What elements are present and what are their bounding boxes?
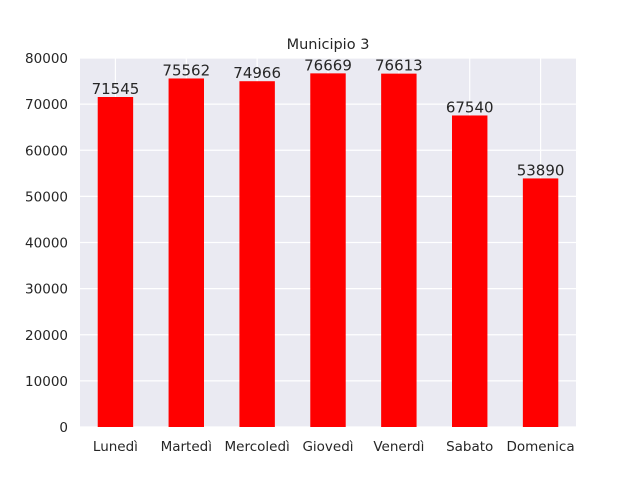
data-label-2: 74966 xyxy=(233,64,281,82)
data-label-6: 53890 xyxy=(517,161,565,179)
x-tick-label-2: Mercoledì xyxy=(225,439,290,455)
y-tick-label-4: 40000 xyxy=(25,236,68,252)
y-tick-label-0: 0 xyxy=(59,420,68,436)
x-tick-label-3: Giovedì xyxy=(302,439,353,455)
bar-3 xyxy=(310,73,346,428)
bar-6 xyxy=(522,178,559,427)
bar-2 xyxy=(239,81,275,427)
data-label-4: 76613 xyxy=(375,57,423,75)
data-labels: 71545 75562 74966 76669 76613 67540 53890 xyxy=(92,56,565,179)
x-tick-label-4: Venerdì xyxy=(373,439,424,455)
y-tick-label-7: 70000 xyxy=(25,97,68,113)
data-label-1: 75562 xyxy=(162,61,210,79)
chart-title: Municipio 3 xyxy=(287,37,370,53)
y-tick-label-8: 80000 xyxy=(25,51,68,67)
x-tick-label-6: Domenica xyxy=(507,439,575,455)
x-tick-label-5: Sabato xyxy=(446,439,493,455)
y-tick-label-2: 20000 xyxy=(25,328,68,344)
data-label-3: 76669 xyxy=(304,56,352,74)
y-tick-label-1: 10000 xyxy=(25,374,68,390)
y-tick-label-6: 60000 xyxy=(25,143,68,159)
bar-4 xyxy=(381,73,417,428)
x-tick-label-0: Lunedì xyxy=(93,439,138,455)
y-tick-label-3: 30000 xyxy=(25,282,68,298)
data-label-5: 67540 xyxy=(446,98,494,116)
x-axis-ticks: Lunedì Martedì Mercoledì Giovedì Venerdì Saba… xyxy=(93,439,575,455)
y-tick-label-5: 50000 xyxy=(25,189,68,205)
bar-5 xyxy=(452,115,488,428)
bar-0 xyxy=(97,96,134,427)
bars xyxy=(97,73,559,428)
x-tick-label-1: Martedì xyxy=(161,439,212,455)
y-axis-ticks: 0 10000 20000 30000 40000 50000 60000 70000 8000… xyxy=(25,51,68,436)
data-label-0: 71545 xyxy=(92,80,140,98)
bar-1 xyxy=(168,78,204,427)
